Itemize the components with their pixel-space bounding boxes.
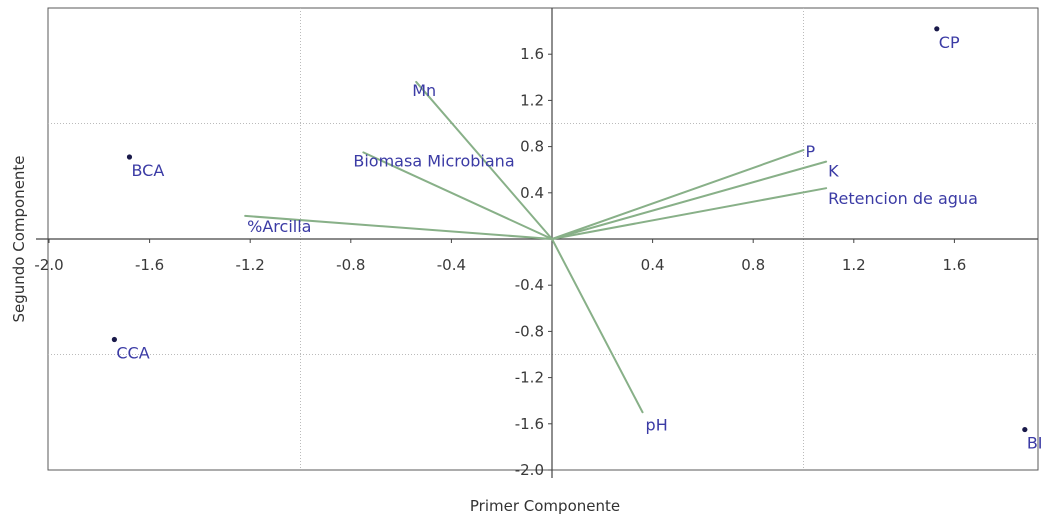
x-tick-label: -2.0 <box>34 256 63 274</box>
vector-label: P <box>806 142 816 161</box>
y-tick-label: 0.4 <box>520 184 544 202</box>
vector-label: pH <box>646 415 668 434</box>
data-point <box>111 336 117 343</box>
vector-line <box>244 214 553 240</box>
y-tick-label: -2.0 <box>515 461 544 479</box>
y-tick-label: 1.2 <box>520 91 544 109</box>
vector-line <box>415 80 553 240</box>
vector-label: K <box>828 162 839 181</box>
point-label: CP <box>939 33 960 52</box>
vector-line <box>362 151 553 240</box>
y-tick-label: -0.4 <box>515 276 544 294</box>
vector-label: Retencion de agua <box>828 189 978 208</box>
x-tick-label: 0.8 <box>741 256 765 274</box>
y-tick-label: -1.2 <box>515 369 544 387</box>
x-tick-label: -0.4 <box>437 256 466 274</box>
x-tick-label: 1.2 <box>842 256 866 274</box>
zero-axes <box>36 8 1038 478</box>
y-tick-label: 1.6 <box>520 45 544 63</box>
y-axis-title: Segundo Componente <box>10 155 28 322</box>
score-points: CP BCA CCA BI <box>111 26 1042 453</box>
data-point <box>126 154 133 160</box>
x-tick-label: -1.2 <box>236 256 265 274</box>
vector-line <box>551 187 828 240</box>
vector-label: %Arcilla <box>247 217 311 236</box>
vector-line <box>551 160 828 240</box>
vector-line <box>551 238 644 414</box>
tick-labels: -2.0 -1.6 -1.2 -0.8 -0.4 0.4 0.8 1.2 1.6 1.6 1.2 0.… <box>34 45 966 479</box>
point-label: BCA <box>131 161 164 180</box>
y-tick-label: 0.8 <box>520 138 544 156</box>
vector-label: Mn <box>412 81 436 100</box>
data-point <box>1022 426 1028 433</box>
x-tick-label: 1.6 <box>942 256 966 274</box>
x-tick-label: -0.8 <box>336 256 365 274</box>
vector-line <box>551 149 805 240</box>
y-tick-label: -1.6 <box>515 415 544 433</box>
vector-label: Biomasa Microbiana <box>353 151 514 170</box>
x-tick-label: -1.6 <box>135 256 164 274</box>
y-tick-label: -0.8 <box>515 322 544 340</box>
x-axis-title: Primer Componente <box>470 497 620 515</box>
loading-vectors: Mn Biomasa Microbiana %Arcilla PK Retencion … <box>244 80 978 434</box>
x-tick-label: 0.4 <box>641 256 665 274</box>
data-point <box>934 26 940 32</box>
point-label: CCA <box>116 343 149 362</box>
point-label: BI <box>1027 434 1042 453</box>
